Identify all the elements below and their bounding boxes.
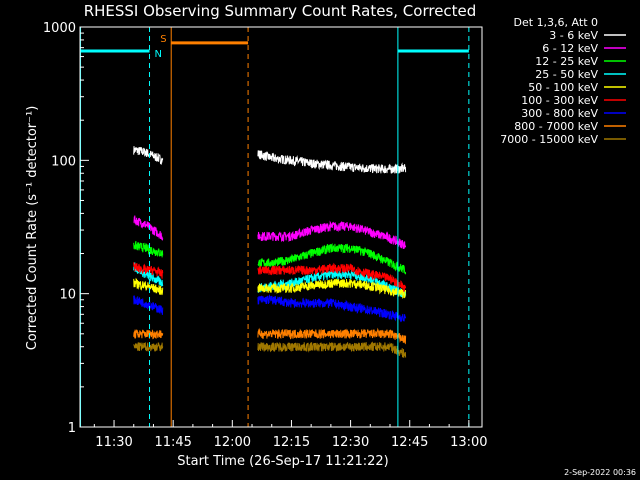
y-tick-label-1: 10 [59, 288, 76, 303]
series-line-1-1 [257, 220, 407, 249]
series-line-0-0 [133, 146, 164, 165]
legend-label-5: 100 - 300 keV [521, 94, 598, 107]
series-line-2-1 [257, 243, 407, 275]
x-tick-label-3: 12:15 [273, 435, 310, 450]
series-line-8-0 [133, 342, 164, 352]
y-ticks: 1 10 100 1000 [43, 21, 89, 436]
series-line-7-1 [257, 327, 407, 345]
legend-label-1: 6 - 12 keV [542, 42, 598, 55]
series-line-4-1 [257, 278, 407, 299]
y-tick-label-0: 1 [68, 421, 76, 436]
y-axis-label: Corrected Count Rate (s⁻¹ detector⁻¹) [25, 106, 40, 351]
legend-label-4: 50 - 100 keV [528, 81, 598, 94]
interval-label-1: N [155, 49, 162, 60]
x-tick-label-4: 12:30 [332, 435, 369, 450]
series-line-3-0 [133, 262, 164, 287]
legend-header: Det 1,3,6, Att 0 [514, 16, 598, 29]
series-line-5-0 [133, 262, 164, 279]
legend-label-3: 25 - 50 keV [535, 68, 598, 81]
series-line-0-1 [257, 150, 407, 174]
legend-label-0: 3 - 6 keV [549, 29, 598, 42]
legend-label-8: 7000 - 15000 keV [500, 133, 598, 146]
plot-frame [79, 26, 483, 428]
series-line-6-1 [257, 294, 407, 323]
series-line-6-0 [133, 295, 164, 315]
chart-title: RHESSI Observing Summary Count Rates, Co… [84, 2, 477, 20]
legend-label-7: 800 - 7000 keV [514, 120, 598, 133]
x-tick-label-6: 13:00 [450, 435, 487, 450]
x-tick-label-2: 12:00 [214, 435, 251, 450]
series-line-5-1 [257, 262, 407, 292]
y-tick-label-2: 100 [51, 154, 76, 169]
x-ticks: 11:30 11:45 12:00 12:15 12:30 12:45 13:00 [93, 420, 488, 450]
legend-label-2: 12 - 25 keV [535, 55, 598, 68]
series-line-8-1 [257, 341, 407, 358]
x-tick-label-0: 11:30 [95, 435, 132, 450]
series-line-2-0 [133, 240, 164, 258]
y-tick-label-3: 1000 [43, 21, 76, 36]
x-tick-label-1: 11:45 [154, 435, 191, 450]
series-line-7-0 [133, 329, 164, 340]
x-tick-label-5: 12:45 [391, 435, 428, 450]
series-layer [133, 146, 407, 358]
footer-timestamp: 2-Sep-2022 00:36 [564, 468, 636, 477]
marker-layer: NS [80, 27, 470, 427]
x-axis-label: Start Time (26-Sep-17 11:21:22) [177, 454, 388, 469]
legend-label-6: 300 - 800 keV [521, 107, 598, 120]
series-line-1-0 [133, 215, 164, 241]
interval-label-2: S [160, 34, 166, 45]
series-line-4-0 [133, 277, 164, 296]
